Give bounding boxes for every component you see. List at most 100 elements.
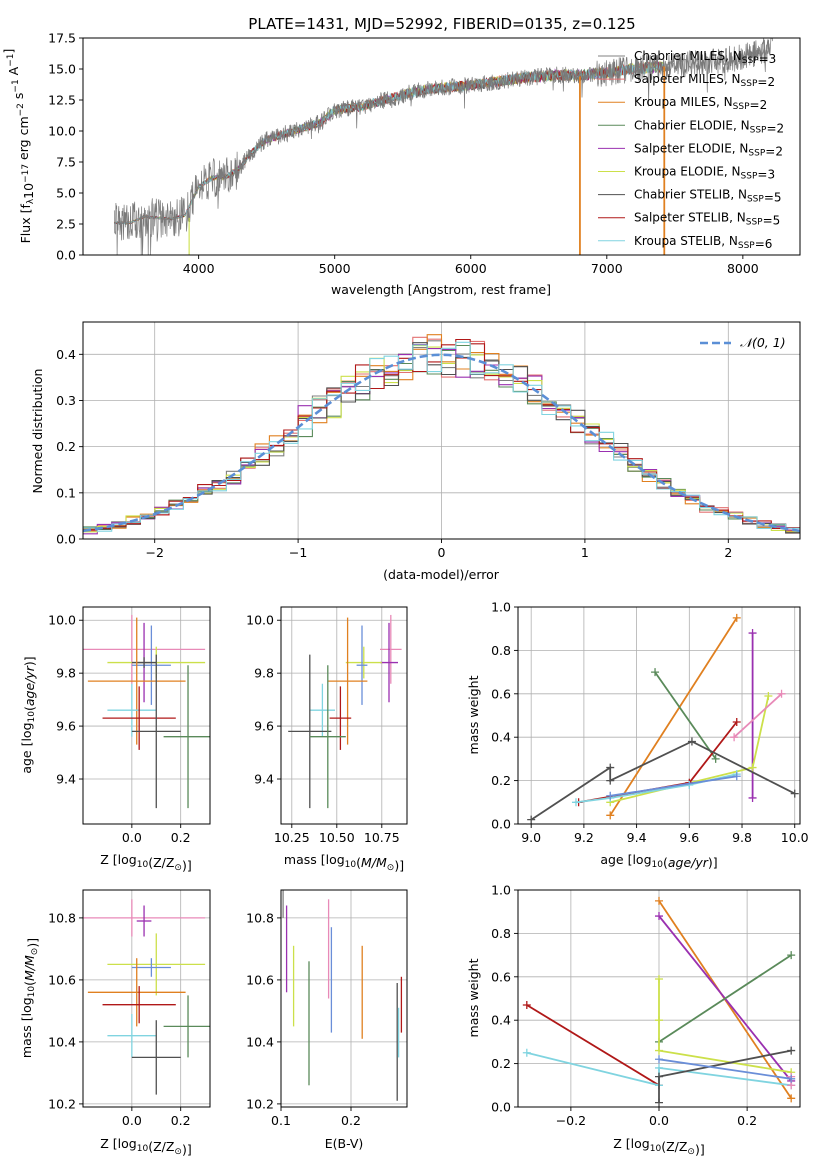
y-axis-label-text: mass weight — [466, 958, 481, 1037]
weight-marker — [790, 789, 799, 798]
plot-area — [113, 38, 774, 255]
x-tick-label: 0.2 — [171, 1113, 191, 1128]
weight-marker — [655, 896, 663, 905]
x-axis-label: age [log10(age/yr)] — [600, 852, 717, 870]
weight-line — [658, 954, 792, 1043]
y-tick-label: 17.5 — [48, 31, 76, 46]
x-axis-label: wavelength [Angstrom, rest frame] — [331, 282, 551, 297]
plot-area — [83, 334, 800, 535]
legend-entry: 𝒩(0, 1) — [740, 335, 786, 350]
y-tick-label: 1.0 — [491, 600, 511, 615]
x-axis-label: Z [log10(Z/Z⊙)] — [613, 1136, 704, 1157]
x-tick-label: 0 — [438, 545, 446, 560]
y-tick-label: 7.5 — [56, 155, 76, 170]
y-tick-label: 0.4 — [491, 1013, 511, 1028]
weight-marker — [764, 691, 773, 700]
age-vs-mass-axes: 10.25 10.50 10.75 9.4 9.6 9.8 10.0 mass [log10(… — [246, 606, 408, 873]
y-axis-label-text: Flux [fλ10−17 erg cm−2 s−1 A−1] — [1, 49, 36, 244]
axes-frame — [280, 889, 408, 1108]
y-tick-label: 9.4 — [56, 772, 76, 787]
legend-entry: Kroupa MILES, NSSP=2 — [634, 95, 767, 112]
x-tick-label: 7000 — [591, 261, 623, 276]
normal-curve — [83, 353, 800, 533]
weight-marker — [606, 776, 615, 785]
weight-marker — [685, 780, 694, 789]
plot-area — [288, 614, 402, 809]
x-tick-label: 8000 — [727, 261, 759, 276]
weight-marker — [711, 754, 720, 763]
plot-area — [522, 896, 796, 1107]
y-tick-label: 10.6 — [246, 972, 274, 987]
weight-marker — [787, 1046, 796, 1055]
weight-marker — [748, 763, 757, 772]
y-tick-label: 0.3 — [56, 393, 76, 408]
x-tick-label: 9.4 — [627, 830, 647, 845]
legend: 𝒩(0, 1) — [700, 335, 786, 350]
y-tick-label: 10.2 — [48, 1096, 76, 1111]
y-tick-label: 0.0 — [491, 817, 511, 832]
x-tick-label: 10.50 — [319, 830, 355, 845]
x-tick-label: 10.25 — [274, 830, 310, 845]
y-axis-label: mass weight — [466, 675, 481, 754]
x-tick-label: 0.2 — [171, 830, 191, 845]
y-tick-label: 10.0 — [48, 613, 76, 628]
residuals-axes: −2 −1 0 1 2 0.0 0.1 0.2 0.3 0.4 Normed distributio… — [30, 321, 801, 582]
weight-line — [526, 1004, 660, 1087]
y-tick-label: 0.8 — [491, 926, 511, 941]
y-tick-label: 2.5 — [56, 217, 76, 232]
weight-marker — [655, 1055, 663, 1064]
weight-marker — [777, 689, 786, 698]
legend-entry: Chabrier STELIB, NSSP=5 — [634, 188, 782, 205]
x-tick-label: −0.2 — [556, 1113, 586, 1128]
weight-marker — [655, 912, 663, 921]
spectrum-axes: 4000 5000 6000 7000 8000 0.0 2.5 5.0 7.5 10.0 12.5… — [1, 31, 801, 297]
axes-frame — [517, 606, 801, 825]
x-tick-label: 1 — [581, 545, 589, 560]
x-tick-label: 4000 — [183, 261, 215, 276]
y-tick-label: 0.0 — [56, 532, 76, 547]
weight-line — [610, 775, 737, 797]
y-axis-label-text: Normed distribution — [30, 369, 45, 494]
weight-marker — [787, 951, 796, 960]
plot-area — [527, 613, 799, 824]
weight-marker — [732, 613, 741, 622]
observed-spectrum — [113, 38, 774, 255]
y-tick-label: 0.6 — [491, 686, 511, 701]
y-tick-label: 0.2 — [491, 773, 511, 788]
y-axis-label-text: mass [log10(M/M⊙)] — [19, 938, 40, 1058]
y-tick-label: 9.8 — [254, 666, 274, 681]
y-tick-label: 10.8 — [246, 910, 274, 925]
weight-marker — [787, 1074, 796, 1083]
weight-marker — [748, 629, 757, 638]
weight-line — [609, 617, 738, 816]
weight-marker — [655, 1098, 663, 1107]
weight-marker — [655, 1016, 663, 1025]
y-tick-label: 9.6 — [254, 719, 274, 734]
weight-line — [658, 1058, 792, 1080]
plot-area — [83, 614, 210, 809]
x-tick-label: 9.2 — [574, 830, 594, 845]
y-tick-label: 0.8 — [491, 643, 511, 658]
legend-entry: Kroupa STELIB, NSSP=6 — [634, 234, 772, 251]
weight-line — [658, 979, 792, 1074]
weight-vs-age-axes: 9.0 9.2 9.4 9.6 9.8 10.0 0.0 0.2 0.4 0.6 0.8 1.0 age… — [466, 600, 809, 871]
grid — [281, 607, 407, 824]
legend-entry: Salpeter MILES, NSSP=2 — [634, 72, 775, 89]
y-tick-label: 10.8 — [48, 910, 76, 925]
x-tick-label: 9.6 — [679, 830, 699, 845]
x-axis-label: (data-model)/error — [383, 567, 500, 582]
mass-vs-extinction-axes: 0.1 0.2 10.2 10.4 10.6 10.8 E(B-V) — [246, 889, 408, 1151]
x-tick-label: −1 — [289, 545, 307, 560]
plot-area — [83, 899, 210, 1095]
y-tick-label: 9.8 — [56, 666, 76, 681]
y-tick-label: 0.0 — [56, 248, 76, 263]
weight-marker — [732, 718, 741, 727]
y-axis-label: Flux [fλ10−17 erg cm−2 s−1 A−1] — [1, 49, 36, 244]
y-tick-label: 0.1 — [56, 485, 76, 500]
x-tick-label: 9.0 — [521, 830, 541, 845]
legend-entry: Kroupa ELODIE, NSSP=3 — [634, 165, 775, 182]
x-tick-label: 0.0 — [122, 1113, 142, 1128]
x-axis-label: Z [log10(Z/Z⊙)] — [100, 852, 191, 873]
weight-marker — [571, 798, 580, 807]
legend-entry: Salpeter STELIB, NSSP=5 — [634, 211, 780, 228]
